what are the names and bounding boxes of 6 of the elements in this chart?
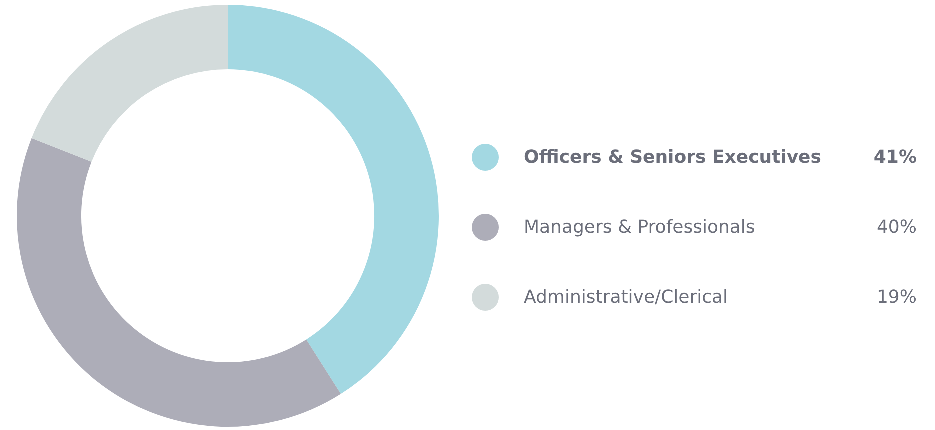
legend-label: Officers & Seniors Executives xyxy=(524,146,822,168)
legend-label: Administrative/Clerical xyxy=(524,286,730,308)
data-label: 41% xyxy=(874,146,917,168)
data-label: 40% xyxy=(876,216,917,238)
data-label: 19% xyxy=(876,286,917,308)
legend-label: Managers & Professionals xyxy=(524,216,756,238)
